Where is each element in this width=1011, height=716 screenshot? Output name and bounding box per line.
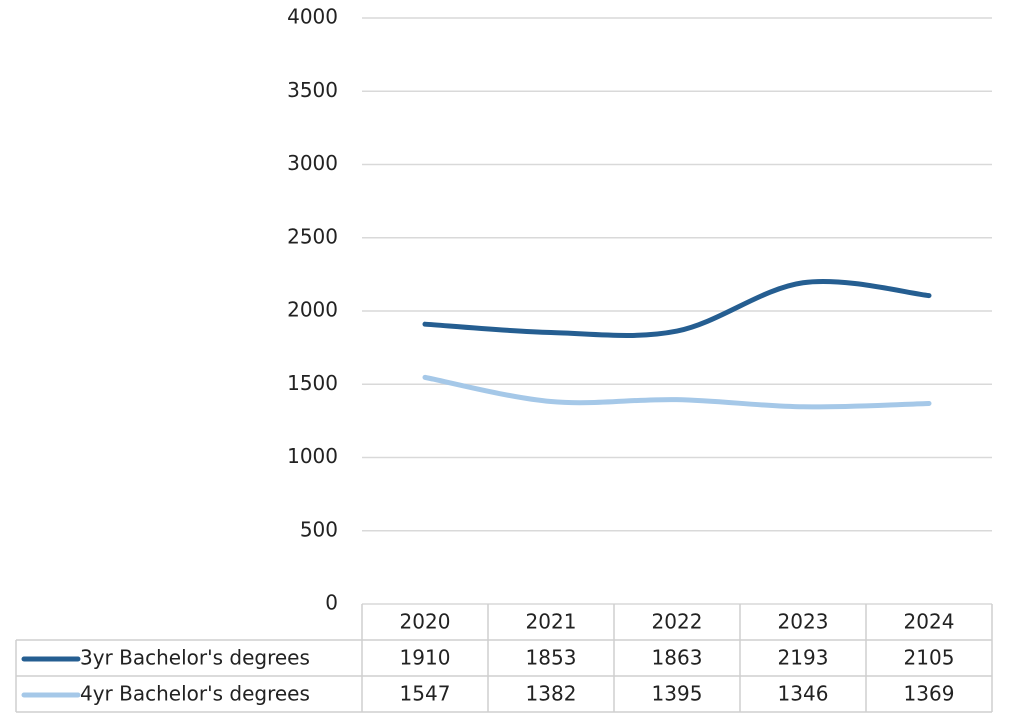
x-tick-label: 2021 bbox=[526, 610, 577, 634]
x-tick-label: 2023 bbox=[778, 610, 829, 634]
legend-label: 4yr Bachelor's degrees bbox=[80, 682, 310, 706]
y-tick-label: 1500 bbox=[287, 371, 338, 395]
table-value: 2193 bbox=[778, 646, 829, 670]
table-value: 1547 bbox=[400, 682, 451, 706]
table-value: 1382 bbox=[526, 682, 577, 706]
table-value: 1346 bbox=[778, 682, 829, 706]
x-tick-label: 2020 bbox=[400, 610, 451, 634]
y-tick-label: 2000 bbox=[287, 298, 338, 322]
y-tick-label: 3000 bbox=[287, 151, 338, 175]
table-value: 1369 bbox=[904, 682, 955, 706]
x-tick-label: 2022 bbox=[652, 610, 703, 634]
y-tick-label: 2500 bbox=[287, 224, 338, 248]
table-value: 1863 bbox=[652, 646, 703, 670]
table-value: 1853 bbox=[526, 646, 577, 670]
x-tick-label: 2024 bbox=[904, 610, 955, 634]
table-value: 2105 bbox=[904, 646, 955, 670]
y-tick-label: 0 bbox=[325, 591, 338, 615]
y-tick-label: 3500 bbox=[287, 78, 338, 102]
series-line bbox=[422, 278, 932, 339]
legend-label: 3yr Bachelor's degrees bbox=[80, 646, 310, 670]
y-tick-label: 500 bbox=[300, 517, 338, 541]
y-tick-label: 4000 bbox=[287, 5, 338, 29]
series-line bbox=[422, 374, 932, 410]
y-tick-label: 1000 bbox=[287, 444, 338, 468]
table-value: 1395 bbox=[652, 682, 703, 706]
table-value: 1910 bbox=[400, 646, 451, 670]
